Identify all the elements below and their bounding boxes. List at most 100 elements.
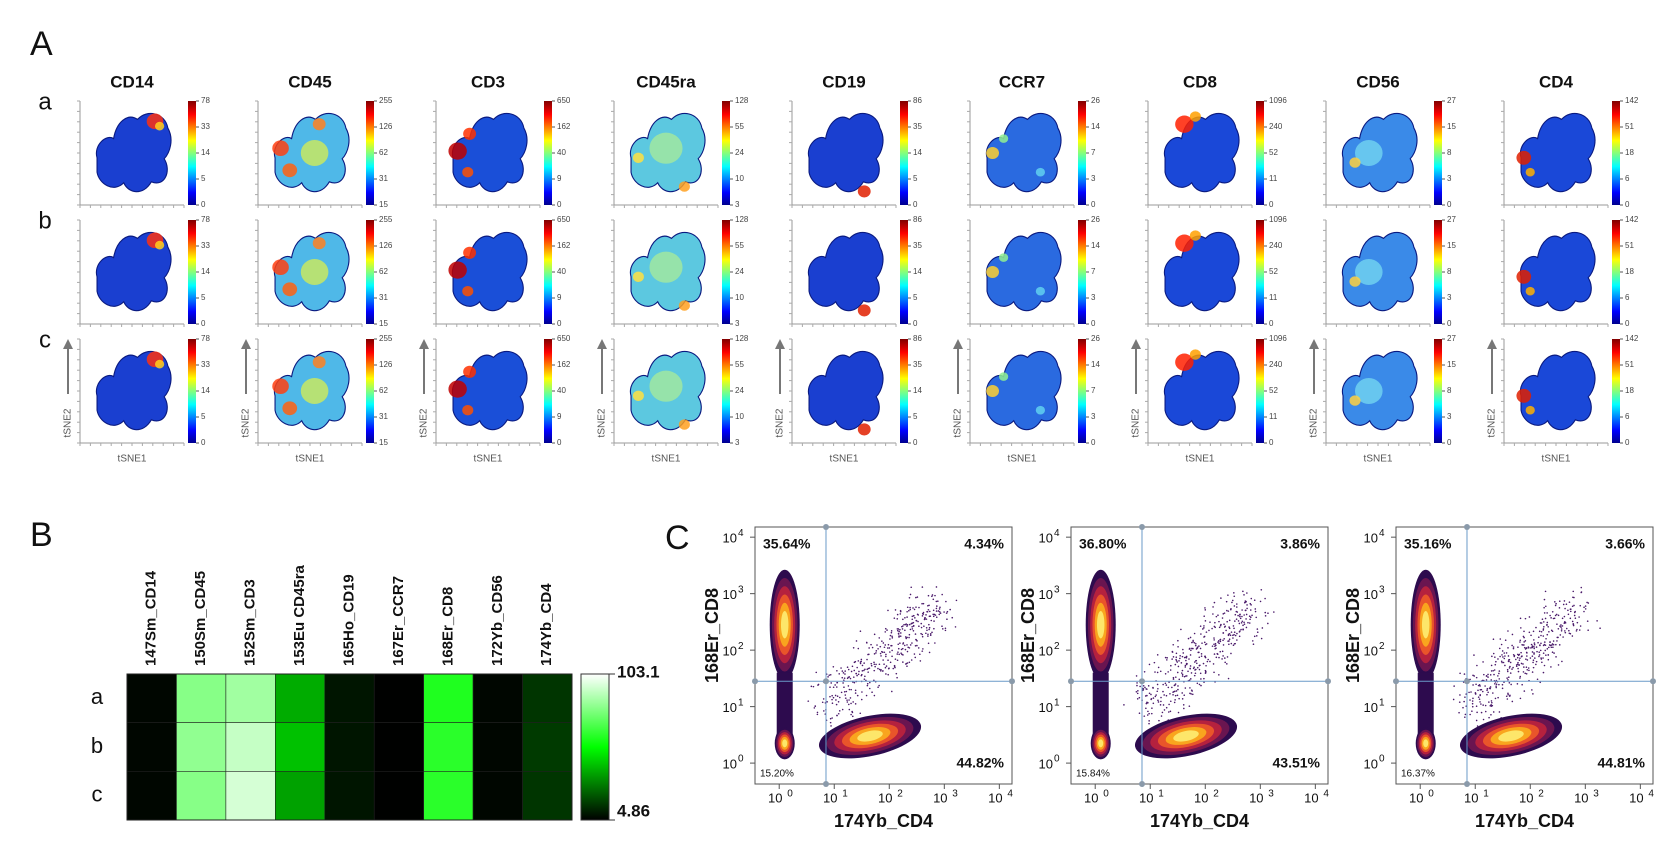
event-dot xyxy=(1246,592,1248,594)
gate-handle xyxy=(1463,678,1470,685)
event-dot xyxy=(883,646,886,649)
event-dot xyxy=(1534,657,1536,659)
event-dot xyxy=(1470,691,1472,693)
event-dot xyxy=(919,660,922,662)
event-dot xyxy=(927,608,930,611)
event-dot xyxy=(1226,609,1228,612)
column-label: 147Sm_CD14 xyxy=(143,570,160,666)
event-dot xyxy=(867,671,869,673)
colorbar-tick-label: 0 xyxy=(557,438,562,447)
event-dot xyxy=(1493,673,1495,676)
event-dot xyxy=(1544,649,1547,652)
event-dot xyxy=(1500,660,1503,663)
event-dot xyxy=(1536,650,1538,653)
event-dot xyxy=(1526,659,1529,661)
event-dot xyxy=(1234,613,1237,616)
event-dot xyxy=(1506,668,1509,671)
gate-handle xyxy=(822,678,829,685)
colorbar-tick-label: 3 xyxy=(1447,293,1452,302)
event-dot xyxy=(1217,614,1219,616)
event-dot xyxy=(1249,618,1251,621)
event-dot xyxy=(896,629,899,632)
event-dot xyxy=(898,630,900,633)
event-dot xyxy=(1192,667,1195,670)
colorbar-tick-label: 0 xyxy=(1625,438,1630,447)
event-dot xyxy=(851,711,854,714)
panel-label: C xyxy=(665,519,690,557)
hot-spot xyxy=(282,163,298,178)
x-tick-exponent: 3 xyxy=(952,789,958,800)
y-tick-exponent: 0 xyxy=(1379,754,1385,765)
event-dot xyxy=(1553,652,1555,654)
event-dot xyxy=(890,631,893,634)
event-dot xyxy=(812,685,815,688)
hot-spot xyxy=(1349,276,1361,287)
event-dot xyxy=(1162,690,1164,693)
event-dot xyxy=(1255,635,1258,637)
colorbar-tick-label: 27 xyxy=(1447,334,1456,343)
event-dot xyxy=(879,652,882,655)
event-dot xyxy=(1551,651,1554,654)
event-dot xyxy=(1495,660,1497,663)
colorbar-tick-label: 35 xyxy=(913,122,922,131)
event-dot xyxy=(1564,630,1566,632)
quadrant-percent: 35.64% xyxy=(763,536,811,552)
event-dot xyxy=(935,586,938,588)
event-dot xyxy=(1471,710,1473,712)
event-dot xyxy=(1177,646,1179,648)
event-dot xyxy=(1152,697,1155,699)
event-dot xyxy=(905,637,907,640)
event-dot xyxy=(1181,669,1184,672)
event-dot xyxy=(1532,661,1534,664)
event-dot xyxy=(1489,674,1492,676)
event-dot xyxy=(927,594,930,597)
event-dot xyxy=(1501,650,1504,652)
event-dot xyxy=(892,667,895,670)
colorbar-tick-label: 40 xyxy=(557,267,566,276)
event-dot xyxy=(1535,646,1538,648)
event-dot xyxy=(935,616,938,618)
event-dot xyxy=(1156,690,1159,693)
hot-spot xyxy=(649,370,683,402)
event-dot xyxy=(1554,604,1557,607)
hot-spot xyxy=(1189,349,1201,360)
event-dot xyxy=(1550,629,1553,632)
colorbar-tick-label: 14 xyxy=(913,267,922,276)
hot-spot xyxy=(1525,286,1535,296)
event-dot xyxy=(917,647,920,649)
event-dot xyxy=(904,616,906,619)
event-dot xyxy=(928,604,930,607)
axis-label: tSNE1 xyxy=(1542,454,1571,465)
event-dot xyxy=(938,613,941,616)
colorbar-tick-label: 162 xyxy=(557,122,571,131)
event-dot xyxy=(1563,615,1566,618)
event-dot xyxy=(1190,672,1193,674)
colorbar-tick-label: 55 xyxy=(735,122,744,131)
event-dot xyxy=(1206,660,1209,663)
colorbar-tick-label: 27 xyxy=(1447,215,1456,224)
event-dot xyxy=(899,632,902,634)
hot-spot xyxy=(1035,405,1045,415)
tsne-cloud xyxy=(807,112,884,198)
hot-spot xyxy=(448,261,467,279)
colorbar xyxy=(544,220,552,324)
event-dot xyxy=(1218,642,1220,645)
event-dot xyxy=(1185,662,1188,665)
colorbar-tick-label: 18 xyxy=(1625,386,1634,395)
event-dot xyxy=(873,633,876,636)
hot-spot xyxy=(300,140,329,166)
hot-spot xyxy=(448,380,467,398)
colorbar-tick-label: 31 xyxy=(379,293,388,302)
event-dot xyxy=(1174,683,1177,685)
event-dot xyxy=(1230,652,1232,655)
hot-spot xyxy=(632,271,644,282)
event-dot xyxy=(1543,612,1546,614)
event-dot xyxy=(916,596,919,598)
event-dot xyxy=(1192,639,1194,642)
event-dot xyxy=(1251,640,1254,642)
event-dot xyxy=(926,610,928,613)
colorbar-tick-label: 1096 xyxy=(1269,96,1287,105)
